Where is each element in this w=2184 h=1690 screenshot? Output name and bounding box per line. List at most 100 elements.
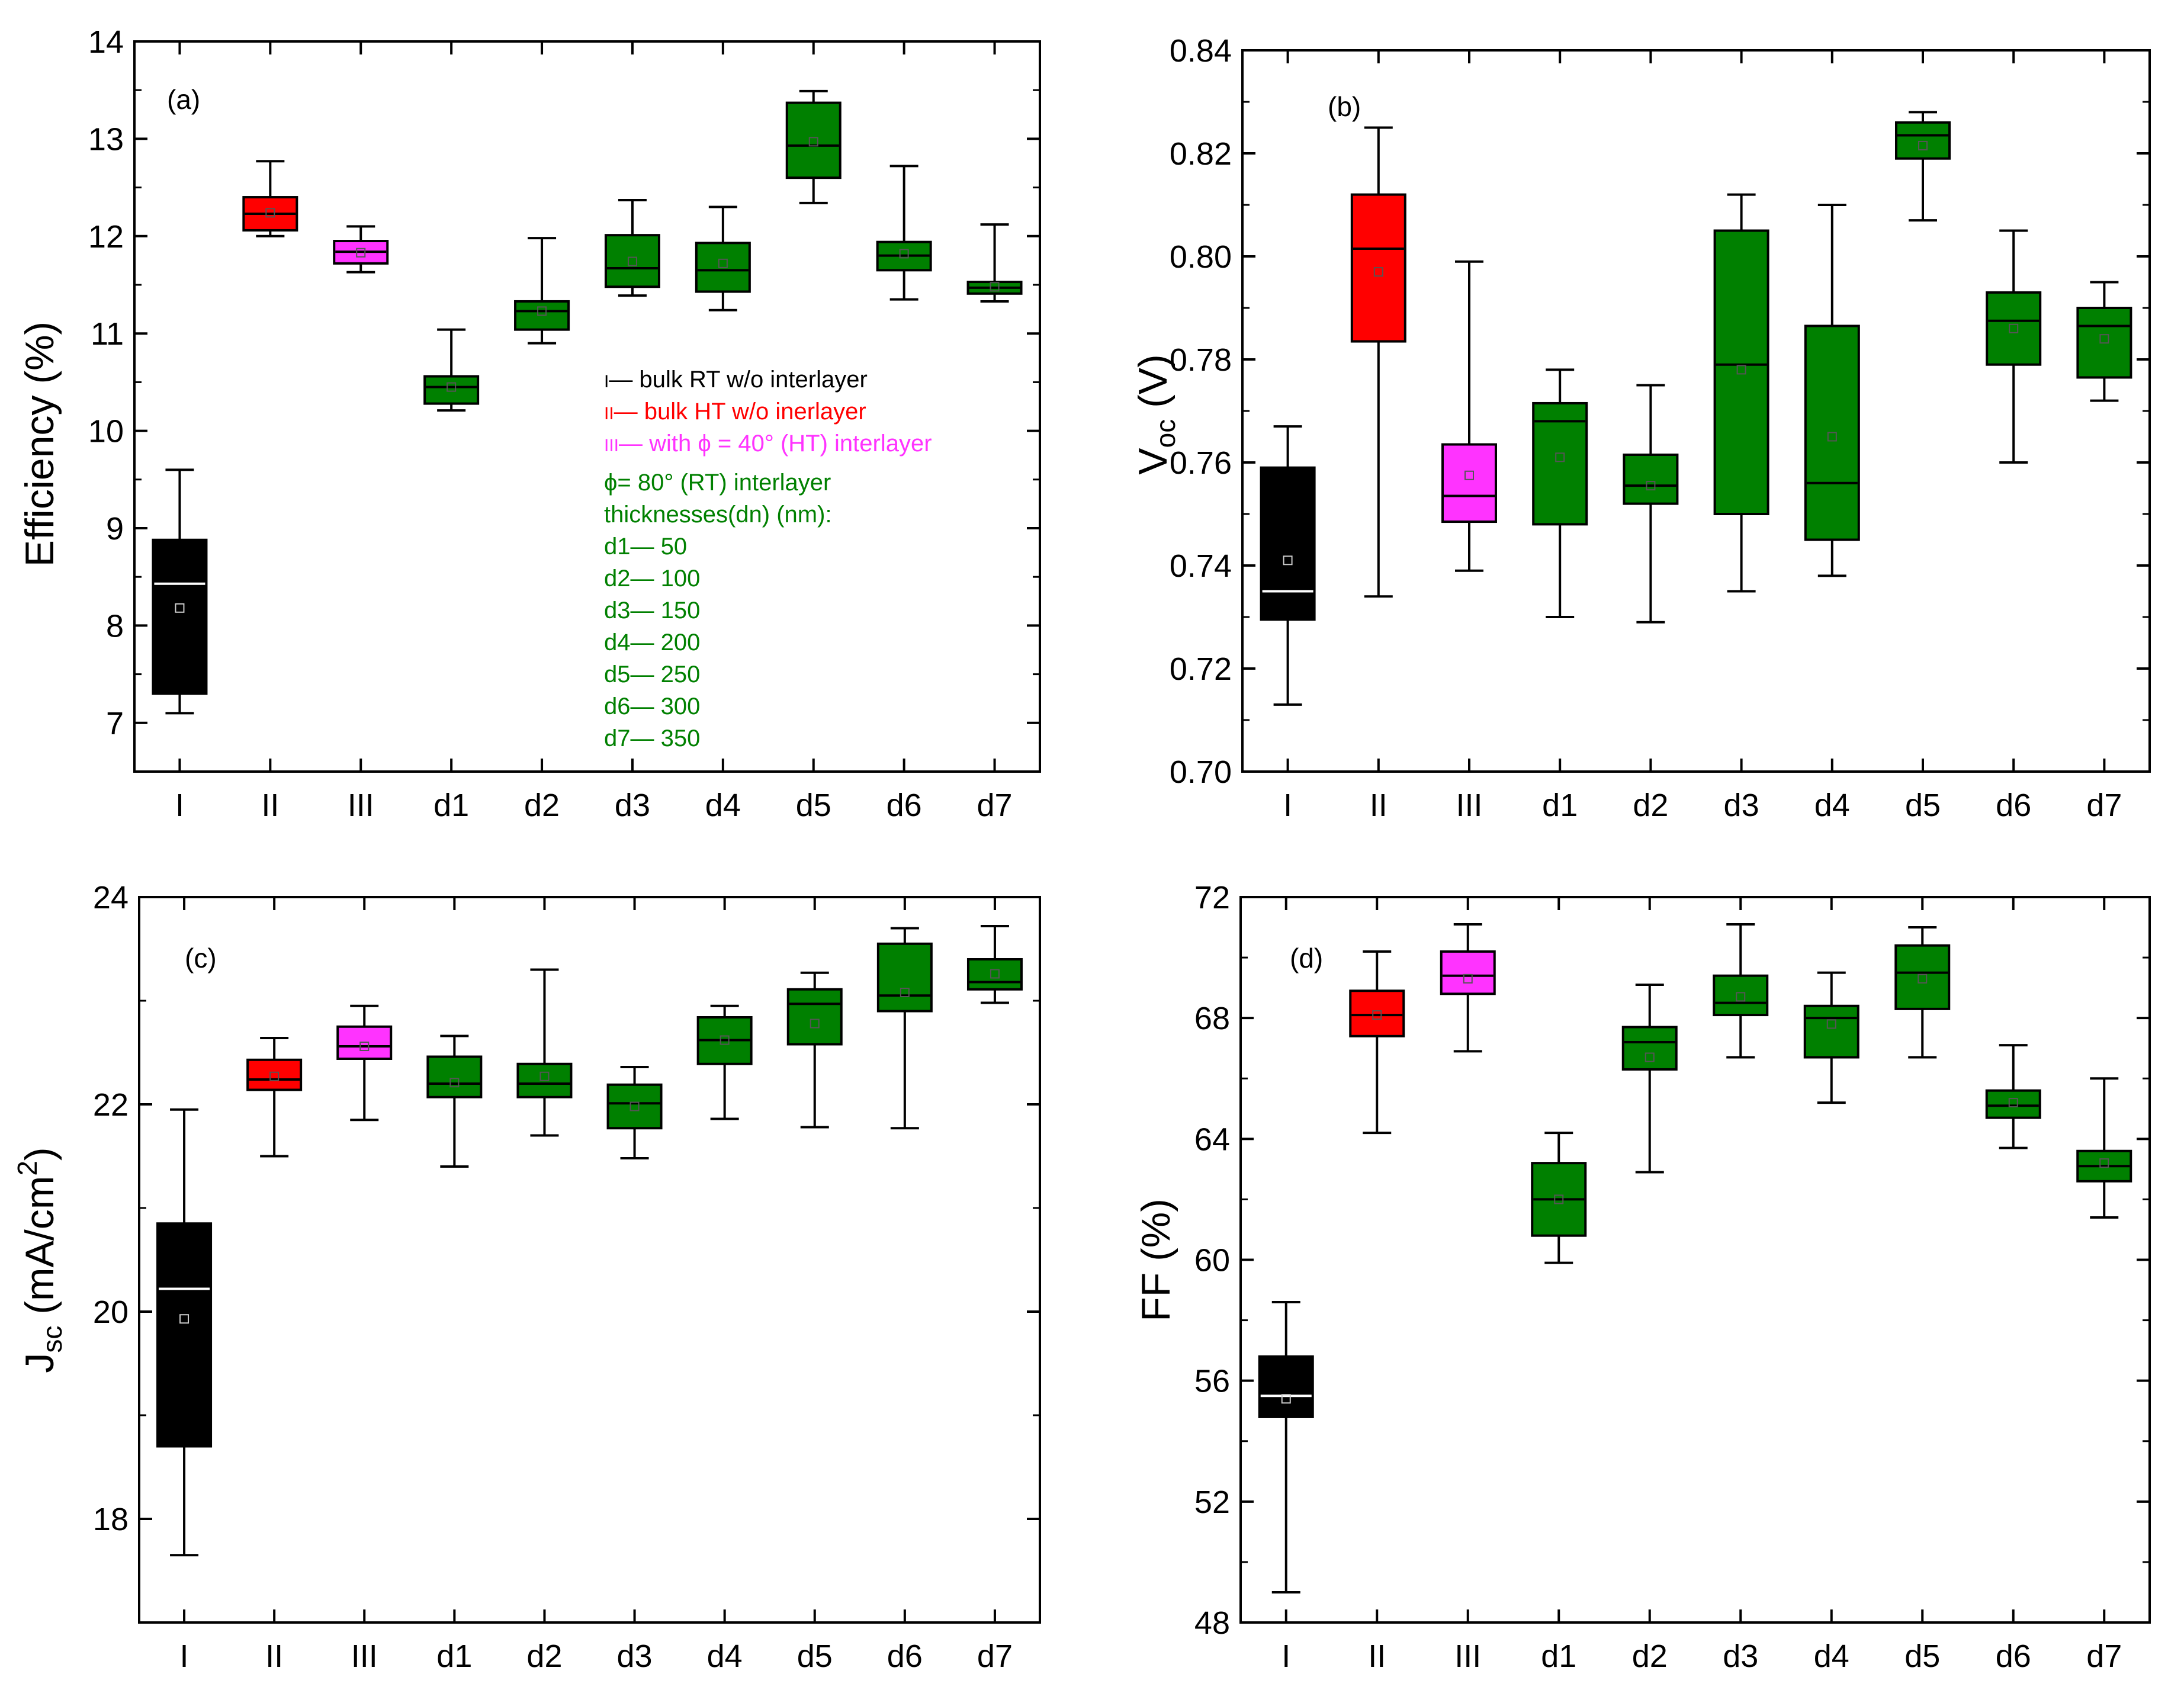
box-body [1441, 443, 1497, 523]
box-mean [2099, 334, 2109, 344]
box-body [1532, 401, 1588, 526]
box-body [604, 234, 660, 288]
box-mean [1826, 1019, 1836, 1029]
panel-a-xtick-label-d5: d5 [796, 788, 831, 823]
panel-a-box-d2 [514, 237, 570, 345]
panel-c-box-d7 [966, 925, 1023, 1004]
panel-d-xtick-label-I: I [1282, 1638, 1290, 1674]
panel-c-box-d3 [606, 1066, 663, 1159]
box-body [152, 538, 208, 695]
panel-b-ytick-label: 0.76 [1170, 445, 1232, 481]
panel-d-box-d6 [1985, 1044, 2041, 1149]
panel-a-box-d3 [604, 198, 660, 297]
box-body [876, 942, 933, 1013]
panel-c-xtick-label-d1: d1 [436, 1638, 472, 1674]
box-body [1713, 229, 1769, 515]
panel-b-ytick-label: 0.78 [1170, 342, 1232, 378]
panel-a-ytick-label: 14 [88, 24, 124, 60]
panel-b-ytick-label: 0.70 [1170, 754, 1232, 790]
panel-c-ytick-label: 18 [93, 1502, 129, 1537]
panel-d-box-II [1349, 950, 1405, 1135]
box-body [426, 1055, 483, 1098]
box-body [1894, 944, 1951, 1010]
panel-b-ylabel: Voc (V) [1130, 354, 1181, 475]
panel-d-box-d3 [1713, 923, 1769, 1059]
box-mean [627, 256, 637, 266]
panel-a-box-d6 [876, 165, 932, 301]
panel-a-xtick-label-d7: d7 [977, 788, 1013, 823]
box-mean [1645, 1052, 1655, 1062]
panel-c-xtick-label-d7: d7 [977, 1638, 1013, 1674]
panel-b-xtick-label-d5: d5 [1905, 788, 1941, 823]
box-body [1803, 1004, 1859, 1059]
panel-c-box-d5 [786, 971, 843, 1129]
panel-a-box-I [152, 468, 208, 715]
box-mean [900, 988, 910, 997]
legend-entry-ii-symbol: II [604, 404, 614, 423]
panel-b-box-d3 [1713, 193, 1769, 593]
box-body [785, 101, 842, 179]
panel-b-ylabel-main: V [1130, 448, 1175, 475]
panel-a-ytick-label: 8 [106, 608, 124, 644]
panel-c-xtick-label-d2: d2 [526, 1638, 562, 1674]
panel-a-xtick-label-d6: d6 [887, 788, 922, 823]
box-body [606, 1083, 663, 1130]
panel-c-xtick-label-d6: d6 [887, 1638, 923, 1674]
panel-a-box-II [242, 160, 298, 237]
box-body [246, 1058, 303, 1091]
panel-c-ylabel-sup: 2 [12, 1161, 43, 1176]
panel-b-ytick-label: 0.74 [1170, 548, 1232, 584]
legend-a: I— bulk RT w/o interlayer II— bulk HT w/… [604, 367, 932, 751]
panel-b-ytick-label: 0.84 [1170, 33, 1232, 69]
panel-d-box-d5 [1894, 926, 1951, 1059]
panel-d-xtick-label-d5: d5 [1904, 1638, 1940, 1674]
legend-green-lines: ϕ= 80° (RT) interlayer thicknesses(dn) (n… [604, 470, 832, 751]
panel-a-ytick-label: 11 [91, 316, 124, 352]
panel-a-xtick-label-d2: d2 [524, 788, 560, 823]
panel-d-xtick-label-d7: d7 [2086, 1638, 2122, 1674]
panel-d-box-d1 [1531, 1132, 1587, 1264]
panel-c-xtick-label-I: I [180, 1638, 189, 1674]
box-body [156, 1222, 213, 1448]
legend-entry-i-text: — bulk RT w/o interlayer [609, 367, 867, 393]
panel-a-box-III [333, 225, 389, 274]
panel-a-ylabel: Efficiency (%) [17, 322, 62, 567]
box-mean [265, 208, 275, 218]
panel-c-ytick-label: 22 [93, 1087, 129, 1123]
panel-c-ytick-label: 20 [93, 1294, 129, 1330]
box-mean [356, 248, 366, 258]
box-body [1986, 291, 2042, 366]
legend-green-line: thicknesses(dn) (nm): [604, 502, 832, 528]
panel-d-box-d4 [1803, 971, 1859, 1104]
panel-b-box-d4 [1804, 204, 1860, 577]
box-mean [449, 1078, 460, 1088]
panel-d-box-d7 [2076, 1077, 2132, 1219]
box-mean [1918, 140, 1928, 150]
panel-c-box-d2 [516, 968, 573, 1137]
legend-entry-iii: III— with ϕ = 40° (HT) interlayer [604, 430, 932, 457]
panel-d-xtick-label-d3: d3 [1723, 1638, 1758, 1674]
box-mean [808, 137, 818, 147]
panel-b-xtick-label-III: III [1456, 788, 1482, 823]
panel-c-ylabel: Jsc (mA/cm2) [12, 1147, 68, 1373]
panel-b-xtick-label-d4: d4 [1814, 788, 1850, 823]
box-mean [539, 1071, 550, 1081]
panel-c-ylabel-sub: sc [37, 1326, 68, 1353]
panel-a-ytick-label: 12 [88, 219, 124, 255]
panel-d-xtick-label-d4: d4 [1814, 1638, 1849, 1674]
panel-a-xtick-label-II: II [261, 788, 279, 823]
panel-d-ytick-label: 56 [1194, 1364, 1230, 1399]
box-mean [1646, 481, 1656, 491]
box-mean [1736, 365, 1746, 375]
panel-a-frame [133, 40, 1041, 773]
panel-b-ytick-label: 0.72 [1170, 651, 1232, 687]
panel-c-xtick-label-d3: d3 [617, 1638, 653, 1674]
panel-c-xtick-label-d5: d5 [797, 1638, 833, 1674]
panel-c-box-d4 [696, 1004, 753, 1120]
panel-c-frame [138, 896, 1041, 1624]
box-mean [1283, 555, 1293, 566]
box-mean [2009, 323, 2019, 333]
legend-green-line: d2— 100 [604, 566, 700, 592]
